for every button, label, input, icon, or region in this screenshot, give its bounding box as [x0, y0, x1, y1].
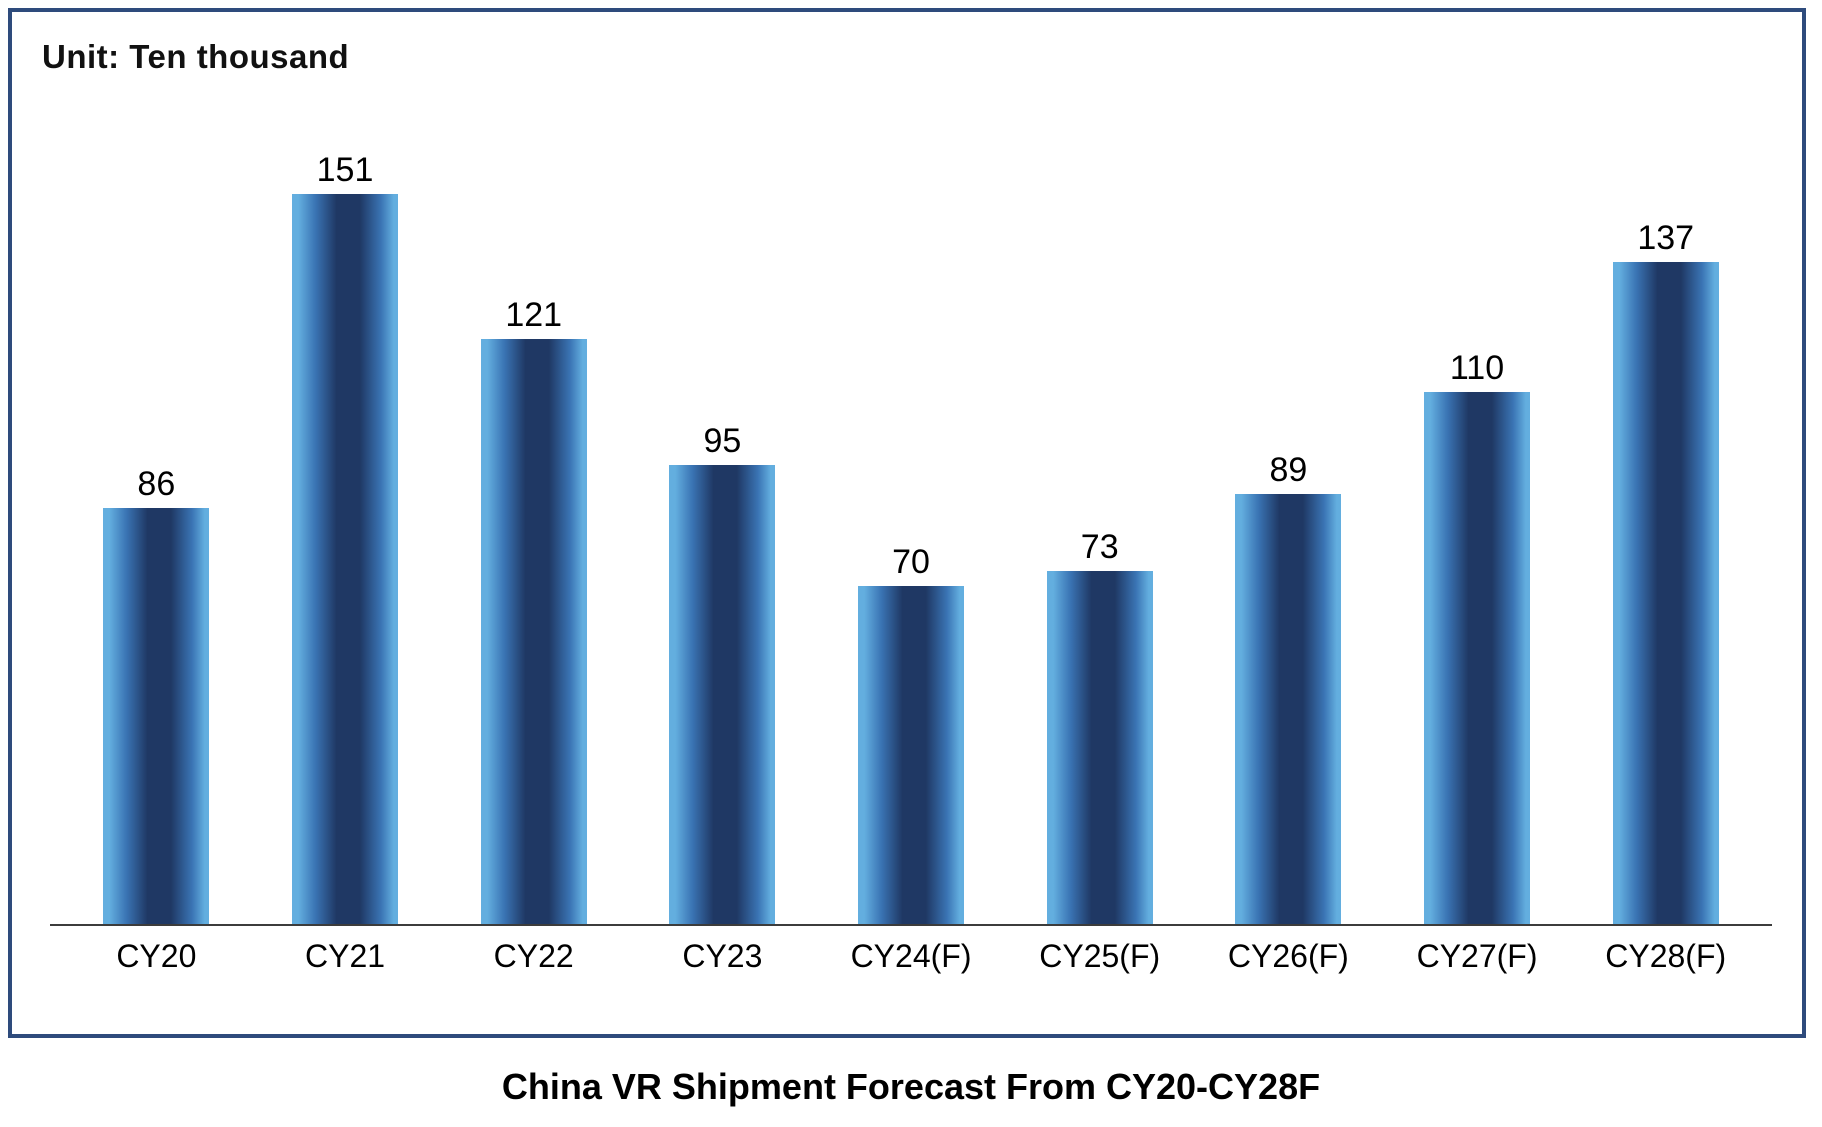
x-axis-tick-label: CY28(F) [1605, 938, 1727, 974]
bars-group: 86 151 121 95 70 73 89 110 137 [62, 147, 1760, 924]
bar [1235, 494, 1342, 924]
bar-value-label: 121 [505, 295, 563, 334]
bar-column: 73 [1005, 147, 1194, 924]
x-axis-tick-label: CY21 [304, 938, 386, 974]
bar-value-label: 95 [703, 421, 742, 460]
plot-area: 86 151 121 95 70 73 89 110 137 CY20 CY21 CY22 CY23 C… [50, 147, 1772, 974]
bar-column: 151 [251, 147, 440, 924]
bar-column: 86 [62, 147, 251, 924]
x-axis-tick-label: CY24(F) [850, 938, 972, 974]
bar-column: 110 [1383, 147, 1572, 924]
bar-column: 70 [817, 147, 1006, 924]
bar [1046, 571, 1153, 924]
x-axis-tick-label: CY27(F) [1416, 938, 1538, 974]
bar-column: 95 [628, 147, 817, 924]
bar-column: 121 [439, 147, 628, 924]
x-axis-tick-label: CY20 [116, 938, 197, 974]
bar-column: 89 [1194, 147, 1383, 924]
x-axis-line [50, 924, 1772, 926]
bar-value-label: 110 [1449, 348, 1505, 387]
bar-column: 137 [1571, 147, 1760, 924]
bar [1424, 392, 1531, 924]
x-axis-tick-label: CY22 [493, 938, 574, 974]
bar-value-label: 89 [1269, 450, 1308, 489]
bar [858, 586, 965, 924]
x-axis-tick-label: CY25(F) [1039, 938, 1161, 974]
x-axis-tick-label: CY26(F) [1227, 938, 1349, 974]
bar-value-label: 70 [892, 542, 930, 581]
bar [103, 508, 210, 924]
bar [480, 339, 587, 924]
bar-value-label: 86 [137, 464, 176, 503]
x-axis-labels: CY20 CY21 CY22 CY23 CY24(F) CY25(F) CY26(F) CY2… [62, 938, 1760, 975]
bar-value-label: 151 [316, 150, 374, 189]
bar [1612, 262, 1719, 924]
x-axis-tick-label: CY23 [682, 938, 763, 974]
chart-title: China VR Shipment Forecast From CY20-CY2… [501, 1066, 1321, 1107]
unit-label: Unit: Ten thousand [42, 38, 350, 75]
bar-value-label: 137 [1637, 218, 1695, 257]
bar [669, 465, 776, 924]
bar-value-label: 73 [1080, 527, 1119, 566]
bar [292, 194, 398, 924]
chart-frame: Unit: Ten thousand 86 151 121 95 70 73 89 110 13… [8, 8, 1806, 1038]
